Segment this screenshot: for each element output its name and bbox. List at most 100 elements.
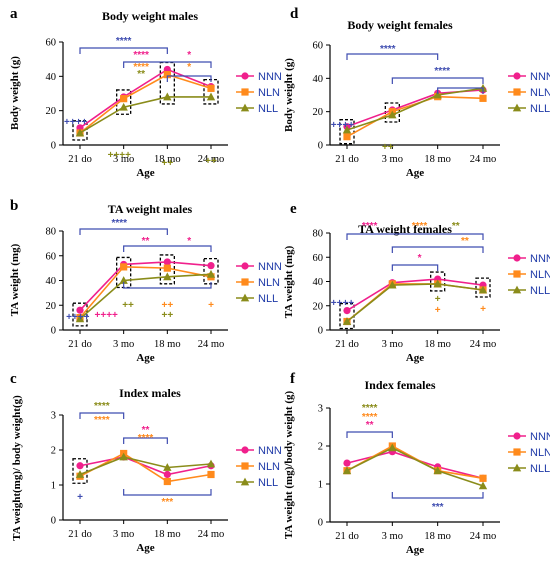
significance-bracket <box>346 53 439 60</box>
significance-plus: + <box>435 305 441 316</box>
x-tick-label: 21 do <box>68 339 92 350</box>
data-point-nll <box>163 92 172 101</box>
significance-stars: ** <box>142 236 150 247</box>
group-highlight-box <box>159 254 175 285</box>
y-tick-label: 60 <box>313 253 324 264</box>
legend-marker-nll <box>512 463 522 472</box>
legend-marker-nll <box>240 293 250 302</box>
legend-label: NLL <box>530 463 550 475</box>
x-tick-label: 3 mo <box>113 339 134 350</box>
y-tick-label: 40 <box>46 276 57 287</box>
chart-panel-a: a Body weight males 0 20 40 60 21 do 3 mo 18 mo 2… <box>9 6 282 179</box>
significance-bracket <box>123 282 212 289</box>
data-point-nll <box>433 466 442 475</box>
chart-title: TA weight males <box>108 202 193 216</box>
x-tick-label: 3 mo <box>382 339 403 350</box>
significance-stars: *** <box>432 502 444 513</box>
significance-stars: ** <box>461 236 469 247</box>
legend-label: NLN <box>258 461 280 473</box>
data-point-nll <box>388 110 397 119</box>
series-line-nll <box>79 96 211 134</box>
data-point-nll <box>342 317 352 325</box>
significance-stars: ** <box>137 69 145 80</box>
y-tick-label: 1 <box>51 481 56 492</box>
legend-label: NLN <box>258 87 280 99</box>
legend-marker-nln <box>241 88 249 96</box>
chart-panel-e: e TA weight females 0 20 40 60 80 21 do 3 mo 18 m… <box>283 201 550 364</box>
chart-title: Body weight males <box>102 9 198 23</box>
significance-stars: * <box>187 62 191 73</box>
series-line-nln <box>346 283 484 323</box>
significance-bracket <box>391 492 484 499</box>
x-tick-label: 21 do <box>335 339 359 350</box>
legend-marker-nll <box>240 477 250 486</box>
data-point-nll <box>119 102 128 111</box>
data-point-nln <box>120 263 128 271</box>
group-highlight-box <box>339 119 355 145</box>
significance-plus: ++++ <box>66 312 90 323</box>
data-point-nll <box>206 92 216 101</box>
series-line-nll <box>79 273 212 320</box>
x-axis-label: Age <box>136 352 154 364</box>
y-tick-label: 40 <box>313 74 324 85</box>
significance-stars: **** <box>133 50 149 61</box>
significance-stars: **** <box>362 221 378 232</box>
chart-panel-f: f Index females 0 1 2 3 21 do 3 mo 18 mo 24 mo Age… <box>283 371 550 556</box>
legend-marker-nln <box>241 278 249 286</box>
y-axis-label: TA weight (mg)/body weight (g) <box>283 391 295 540</box>
x-tick-label: 18 mo <box>154 339 181 350</box>
x-tick-label: 21 do <box>68 154 92 165</box>
panel-label: f <box>290 371 296 387</box>
significance-plus: + <box>77 492 83 503</box>
legend-label: NNN <box>530 71 550 83</box>
significance-bracket <box>123 437 168 444</box>
significance-stars: **** <box>362 412 378 423</box>
series-line-nll <box>346 283 484 323</box>
significance-stars: **** <box>138 433 154 444</box>
chart-title: TA weight females <box>358 222 452 236</box>
significance-bracket <box>123 245 212 252</box>
legend-marker-nnn <box>241 72 249 80</box>
data-point-nll <box>163 272 172 281</box>
legend-marker-nln <box>513 270 521 278</box>
significance-stars: * <box>187 50 191 61</box>
series-line-nln <box>79 452 212 483</box>
data-point-nll <box>342 125 352 134</box>
significance-plus: ++ <box>382 142 394 153</box>
series-line-nnn <box>79 456 212 476</box>
legend-marker-nnn <box>241 446 249 454</box>
data-point-nll <box>206 269 216 278</box>
x-axis-label: Age <box>406 352 424 364</box>
data-point-nln <box>163 477 171 486</box>
chart-title: Body weight females <box>347 18 453 32</box>
significance-stars: *** <box>161 497 173 508</box>
significance-stars: **** <box>116 36 132 47</box>
y-tick-label: 3 <box>51 411 56 422</box>
data-point-nll <box>75 470 85 478</box>
significance-stars: * <box>187 236 191 247</box>
significance-bracket <box>123 61 212 68</box>
x-tick-label: 3 mo <box>382 154 403 165</box>
x-tick-label: 3 mo <box>113 154 134 165</box>
y-tick-label: 1 <box>318 480 323 491</box>
x-axis-label: Age <box>406 544 424 556</box>
chart-title: Index males <box>119 386 181 400</box>
significance-plus: ++ <box>161 158 173 169</box>
x-tick-label: 24 mo <box>198 154 225 165</box>
data-point-nln <box>120 95 128 103</box>
significance-plus: ++ <box>161 300 173 311</box>
data-point-nnn <box>163 470 171 479</box>
significance-bracket <box>79 47 168 54</box>
significance-plus: ++++ <box>331 298 355 309</box>
significance-bracket <box>346 431 393 438</box>
x-tick-label: 18 mo <box>154 529 181 540</box>
significance-plus: + <box>435 294 441 305</box>
significance-plus: ++++ <box>64 117 88 128</box>
x-tick-label: 24 mo <box>198 339 225 350</box>
legend-marker-nll <box>240 103 250 112</box>
y-tick-label: 20 <box>313 301 324 312</box>
y-tick-label: 60 <box>313 41 324 52</box>
significance-plus: ++ <box>161 310 173 321</box>
significance-bracket <box>391 264 439 271</box>
y-axis-label: TA weight (mg) <box>9 243 21 316</box>
